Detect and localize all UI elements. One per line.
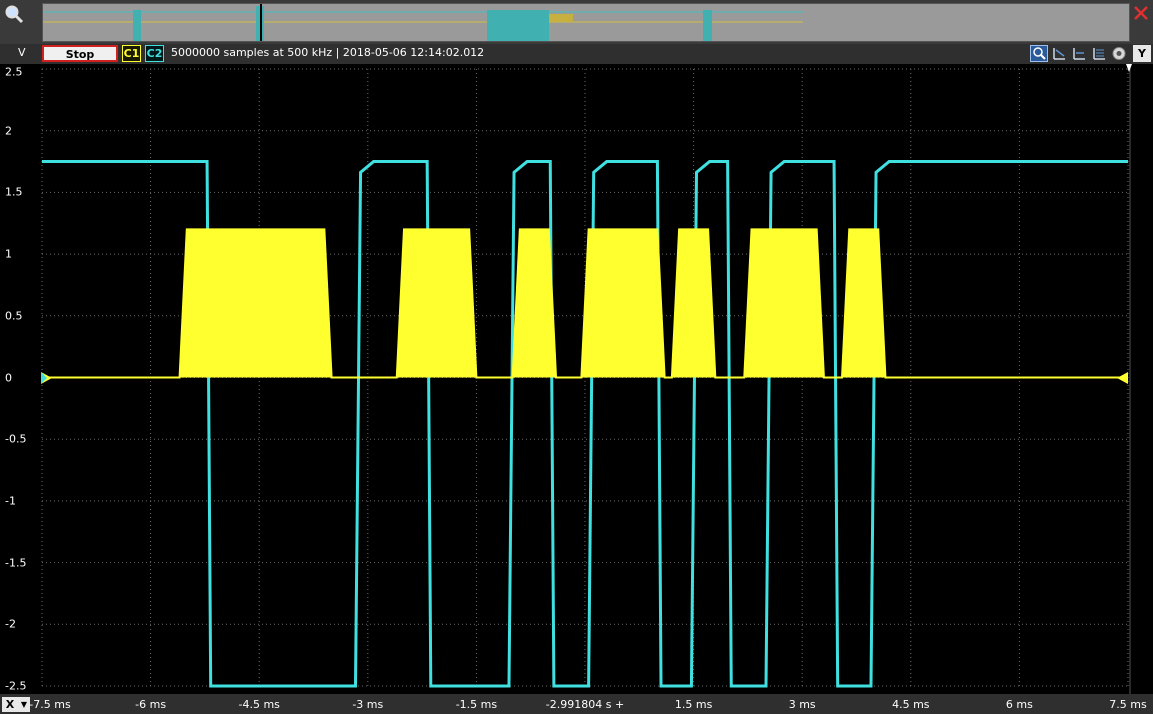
y-tick-label: -2.5 <box>5 679 27 693</box>
y-tick-label: -1 <box>5 494 16 508</box>
list-icon[interactable] <box>1090 45 1108 62</box>
x-tick-label: -1.5 ms <box>455 698 498 711</box>
plot-traces <box>42 160 1128 688</box>
y-tick-label: 1.5 <box>5 185 23 199</box>
y-tick-label: -0.5 <box>5 432 27 446</box>
c1-burst <box>179 229 332 378</box>
x-tick-label: 3 ms <box>788 698 816 711</box>
y-tick-label: 1 <box>5 247 12 261</box>
settings-icon[interactable] <box>1110 45 1128 62</box>
trigger-marker[interactable] <box>1126 64 1132 72</box>
x-tick-label: 6 ms <box>1005 698 1033 711</box>
cursor-icon[interactable] <box>1050 45 1068 62</box>
c1-burst <box>671 229 716 378</box>
x-axis-bar <box>0 694 1153 714</box>
toolbar <box>0 44 1153 64</box>
c1-burst <box>581 229 665 378</box>
zoom-fit-icon[interactable] <box>1030 45 1048 62</box>
zoom-icon[interactable] <box>4 4 24 24</box>
y-axis-button[interactable]: Y <box>1133 45 1151 62</box>
c1-offset-marker-right[interactable] <box>1117 372 1128 384</box>
c1-burst <box>396 229 477 378</box>
x-tick-label: -4.5 ms <box>238 698 280 711</box>
acquisition-status: 5000000 samples at 500 kHz | 2018-05-06 … <box>171 46 485 59</box>
chevron-down-icon[interactable]: ▼ <box>18 697 30 712</box>
scope-plot[interactable] <box>0 64 1153 694</box>
overview-strip[interactable] <box>42 3 1130 42</box>
y-tick-label: 0.5 <box>5 309 23 323</box>
channel-2-button[interactable]: C2 <box>145 45 164 62</box>
x-tick-label: -2.991804 s + <box>545 698 625 711</box>
c1-burst <box>512 229 557 378</box>
x-tick-label: 7.5 ms <box>1109 698 1147 711</box>
c1-burst <box>842 229 886 378</box>
c2-offset-marker[interactable] <box>41 372 47 384</box>
x-tick-label: 4.5 ms <box>892 698 930 711</box>
c1-trace <box>42 228 1128 379</box>
x-axis-button[interactable]: X <box>2 697 18 712</box>
x-tick-label: -6 ms <box>135 698 167 711</box>
close-icon[interactable] <box>1131 3 1151 23</box>
x-tick-label: 1.5 ms <box>674 698 713 711</box>
stop-button[interactable]: Stop <box>42 45 118 62</box>
x-tick-label: -7.5 ms <box>29 698 71 711</box>
y-tick-label: 2 <box>5 124 12 138</box>
y-tick-label: 2.5 <box>5 65 23 79</box>
c2-trace <box>42 160 1128 688</box>
y-unit-label: V <box>18 46 26 59</box>
x-tick-label: -3 ms <box>352 698 384 711</box>
y-tick-label: -1.5 <box>5 556 27 570</box>
y-tick-label: 0 <box>5 371 12 384</box>
y-tick-label: -2 <box>5 617 16 631</box>
channel-1-button[interactable]: C1 <box>122 45 141 62</box>
c1-burst <box>744 229 824 378</box>
measure-icon[interactable] <box>1070 45 1088 62</box>
